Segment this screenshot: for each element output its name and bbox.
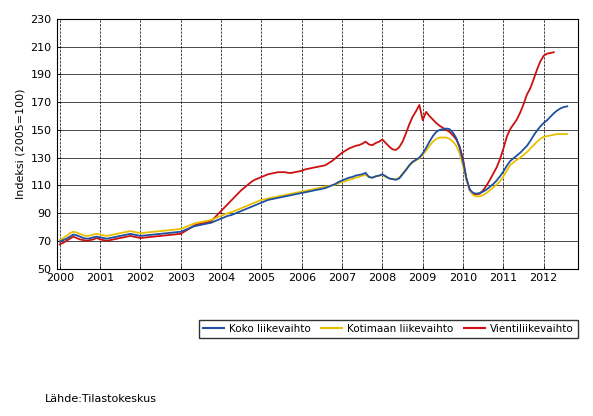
Legend: Koko liikevaihto, Kotimaan liikevaihto, Vientiliikevaihto: Koko liikevaihto, Kotimaan liikevaihto, …	[199, 320, 578, 338]
Y-axis label: Indeksi (2005=100): Indeksi (2005=100)	[15, 89, 25, 199]
Text: Lähde:Tilastokeskus: Lähde:Tilastokeskus	[44, 394, 157, 404]
